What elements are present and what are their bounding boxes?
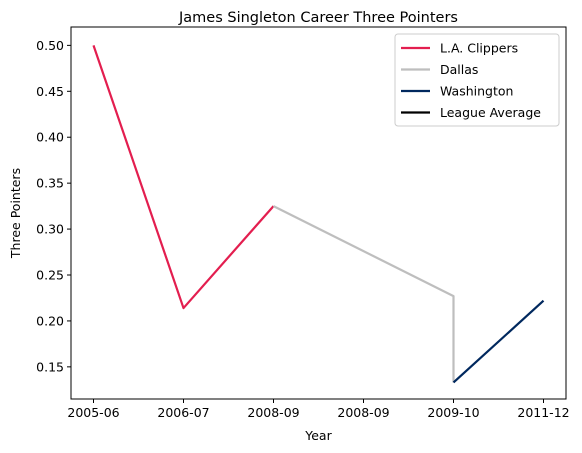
x-tick-label: 2008-09 [337,405,389,420]
series-layer [92,45,545,384]
legend-box [394,33,560,127]
legend-label: Dallas [440,62,478,77]
x-tick-label: 2009-10 [427,405,479,420]
legend-label: Washington [440,84,513,99]
series-line-2 [452,299,545,384]
x-axis-title: Year [304,428,332,443]
x-tick-label: 2011-12 [517,405,569,420]
y-tick-label: 0.50 [36,38,64,53]
series-line-1 [273,205,455,383]
y-axis: 0.15 0.20 0.25 0.30 0.35 0.40 0.45 0.50 [36,38,71,374]
y-tick-label: 0.40 [36,130,64,145]
legend-label: L.A. Clippers [440,41,518,56]
y-tick-label: 0.25 [36,268,64,283]
y-tick-label: 0.20 [36,313,64,328]
plot-frame [70,26,567,400]
x-axis: 2005-06 2006-07 2008-09 2008-09 2009-10 2011-… [67,399,570,420]
y-tick-label: 0.15 [36,359,64,374]
y-tick-label: 0.45 [36,84,64,99]
legend-label: League Average [440,105,541,120]
legend-entries: L.A. Clippers Dallas Washington League Aver… [401,41,541,120]
series-line-0 [92,45,275,310]
y-tick-label: 0.35 [36,176,64,191]
chart-title: James Singleton Career Three Pointers [178,10,458,26]
y-tick-label: 0.30 [36,222,64,237]
x-tick-label: 2005-06 [67,405,119,420]
plot-area [70,26,567,400]
x-tick-label: 2008-09 [247,405,299,420]
legend: L.A. Clippers Dallas Washington League Aver… [394,33,560,127]
x-tick-label: 2006-07 [157,405,209,420]
y-axis-title: Three Pointers [8,168,23,259]
